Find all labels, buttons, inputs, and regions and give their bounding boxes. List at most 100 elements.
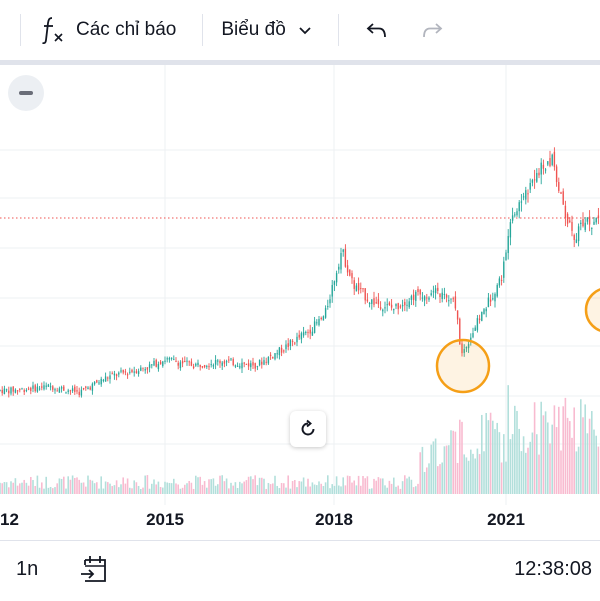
candle-body (340, 252, 342, 270)
candle-body (102, 379, 105, 381)
volume-bar (212, 478, 215, 494)
volume-bar (296, 487, 298, 494)
volume-bar (126, 478, 129, 494)
candle-body (489, 299, 492, 302)
candle-body (522, 196, 525, 198)
volume-bar (588, 418, 591, 494)
volume-bar (267, 482, 270, 494)
candle-body (591, 227, 593, 229)
volume-bar (47, 487, 50, 494)
volume-bar (456, 462, 459, 494)
volume-bar (208, 479, 210, 494)
redo-button[interactable] (422, 0, 444, 60)
volume-bar (500, 462, 503, 494)
candle-body (399, 306, 402, 308)
candle-body (430, 293, 432, 296)
volume-bar (65, 488, 67, 494)
volume-bar (285, 487, 287, 494)
undo-button[interactable] (365, 0, 387, 60)
volume-bar (151, 483, 153, 494)
candle-body (69, 390, 72, 392)
function-icon (40, 15, 66, 45)
volume-bar (67, 476, 69, 494)
candle-body (45, 385, 47, 387)
volume-bar (509, 439, 512, 494)
volume-bar (450, 430, 452, 494)
indicators-button[interactable]: Các chỉ báo (40, 0, 176, 60)
volume-bar (522, 436, 525, 494)
minus-icon (19, 91, 33, 95)
volume-bar (386, 487, 388, 494)
candle-body (395, 303, 397, 307)
candle-body (91, 383, 94, 391)
chart-pane[interactable]: 12 2015 2018 2021 (0, 65, 600, 540)
candle-body (531, 180, 534, 183)
candle-body (217, 360, 219, 362)
candle-body (289, 340, 292, 346)
volume-bar (428, 463, 430, 494)
calendar-goto-icon (79, 553, 109, 585)
candle-body (258, 359, 261, 366)
volume-bar (80, 482, 83, 494)
volume-bar (236, 488, 239, 494)
candle-body (300, 333, 303, 340)
candle-body (415, 291, 417, 301)
volume-bar (41, 482, 43, 494)
candle-body (144, 369, 146, 371)
candle-body (472, 333, 474, 338)
volume-bar (69, 479, 72, 494)
volume-bar (27, 485, 30, 494)
candle-body (23, 390, 25, 393)
candle-body (364, 288, 366, 301)
volume-bar (234, 482, 237, 494)
candle-body (203, 365, 206, 368)
chart-type-dropdown[interactable]: Biểu đồ (221, 0, 311, 60)
candle-body (296, 336, 298, 343)
candle-body (569, 220, 571, 223)
volume-bar (298, 481, 300, 494)
volume-bar (527, 447, 529, 494)
go-to-date-button[interactable] (76, 551, 112, 587)
volume-bar (597, 446, 600, 494)
candle-body (175, 360, 177, 362)
price-chart[interactable]: 12 2015 2018 2021 (0, 65, 600, 540)
candle-body (335, 273, 338, 283)
volume-bar (135, 482, 138, 494)
volume-bar (395, 486, 397, 494)
volume-bar (333, 485, 336, 494)
candle-body (467, 344, 470, 349)
volume-bar (430, 444, 432, 494)
volume-bar (575, 451, 578, 494)
volume-bar (201, 484, 204, 494)
candle-body (140, 367, 142, 371)
volume-bar (382, 478, 384, 494)
candle-body (1, 389, 3, 394)
candle-body (298, 334, 300, 338)
volume-bar (520, 451, 523, 494)
volume-bar (247, 476, 250, 494)
volume-bar (439, 464, 441, 494)
volume-bar (324, 482, 327, 494)
candle-body (254, 363, 256, 369)
volume-bar (507, 385, 509, 494)
volume-bar (454, 431, 457, 494)
volume-bar (309, 486, 311, 494)
volume-bar (206, 487, 208, 494)
volume-bar (318, 481, 320, 494)
candle-body (313, 321, 316, 333)
candle-body (474, 327, 476, 331)
candle-body (276, 353, 278, 355)
candle-body (63, 386, 65, 391)
volume-bar (155, 484, 157, 494)
collapse-button[interactable] (8, 75, 44, 111)
volume-bar (346, 475, 349, 494)
volume-bar (177, 484, 179, 494)
reset-icon (298, 419, 318, 439)
volume-bar (362, 476, 364, 494)
candle-body (379, 307, 382, 309)
volume-bar (49, 486, 52, 494)
volume-bar (577, 446, 580, 494)
reset-chart-button[interactable] (290, 411, 326, 447)
volume-bar (190, 482, 193, 494)
interval-selector[interactable]: 1n (16, 558, 39, 580)
